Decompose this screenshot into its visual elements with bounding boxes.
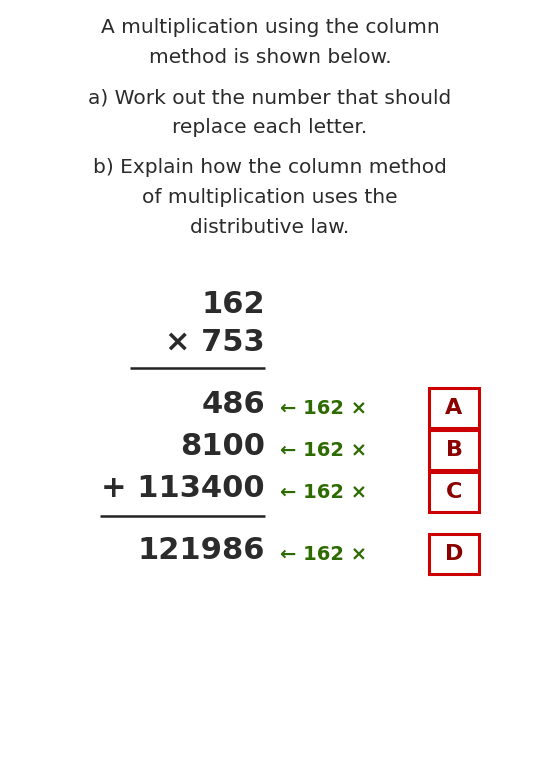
Text: 8100: 8100 [180,432,265,461]
Text: method is shown below.: method is shown below. [148,48,392,67]
Text: ← 162 ×: ← 162 × [280,441,367,459]
Text: 121986: 121986 [138,536,265,565]
Text: distributive law.: distributive law. [191,218,349,237]
Text: + 113400: + 113400 [102,474,265,503]
Text: × 753: × 753 [165,328,265,357]
Text: C: C [446,482,462,502]
Text: A multiplication using the column: A multiplication using the column [100,18,440,37]
Text: A: A [446,398,463,418]
Text: ← 162 ×: ← 162 × [280,399,367,417]
FancyBboxPatch shape [429,472,479,512]
FancyBboxPatch shape [429,388,479,428]
Text: 162: 162 [201,290,265,319]
Text: b) Explain how the column method: b) Explain how the column method [93,158,447,177]
FancyBboxPatch shape [429,430,479,470]
Text: B: B [446,440,462,460]
Text: 486: 486 [201,390,265,419]
Text: D: D [445,544,463,564]
Text: a) Work out the number that should: a) Work out the number that should [89,88,451,107]
Text: replace each letter.: replace each letter. [172,118,368,137]
Text: ← 162 ×: ← 162 × [280,544,367,563]
Text: ← 162 ×: ← 162 × [280,483,367,502]
FancyBboxPatch shape [429,534,479,574]
Text: of multiplication uses the: of multiplication uses the [142,188,398,207]
